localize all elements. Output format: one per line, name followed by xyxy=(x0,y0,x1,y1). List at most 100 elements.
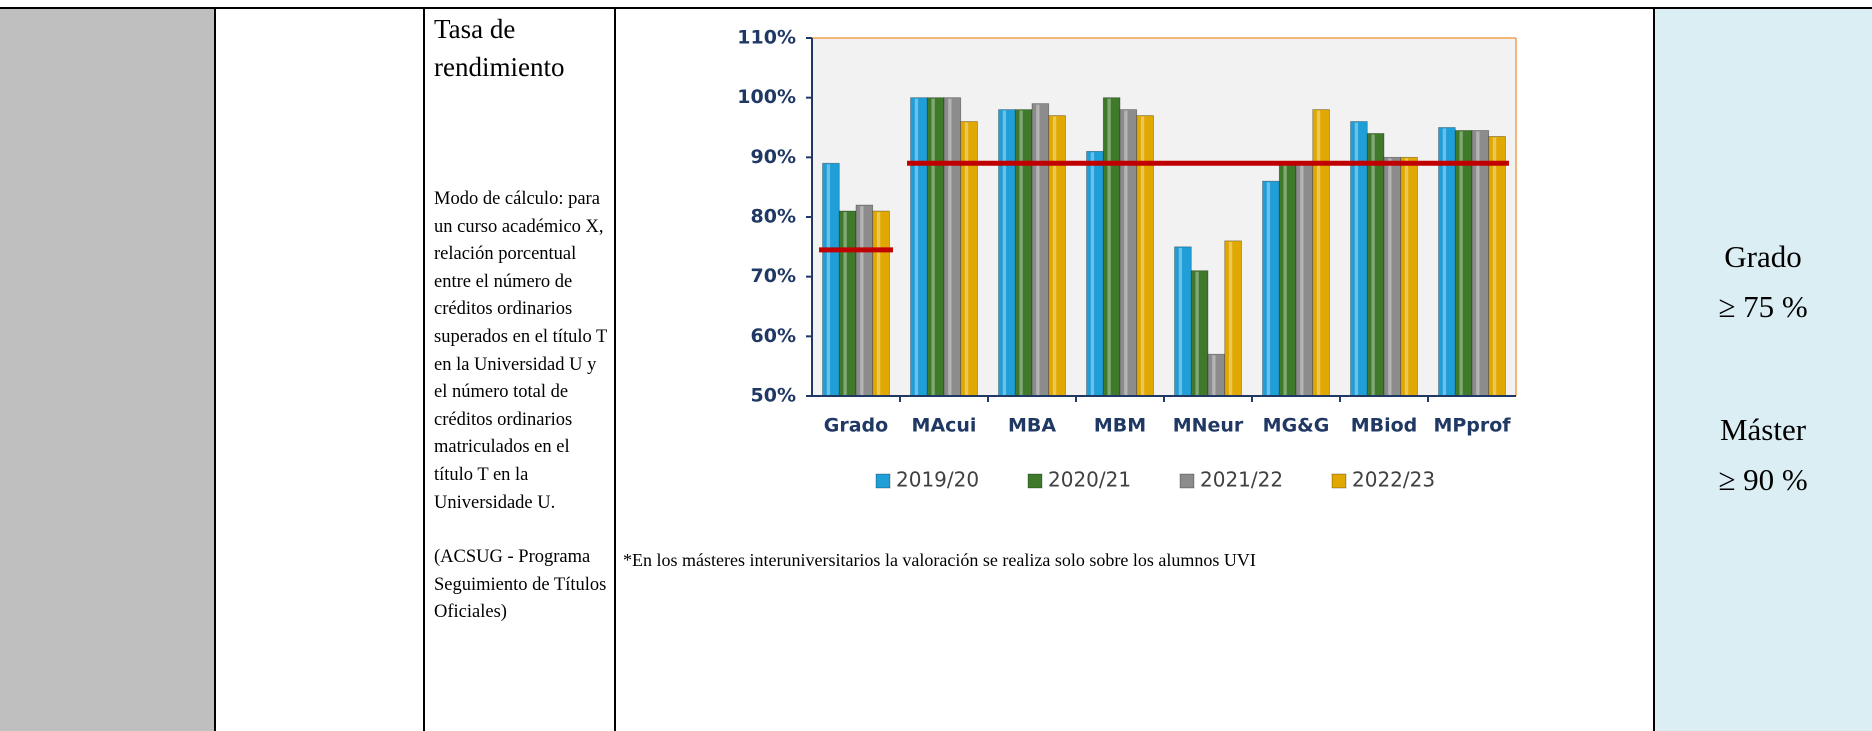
bar xyxy=(1014,109,1033,397)
y-tick-label: 70% xyxy=(751,265,796,287)
bar xyxy=(1174,246,1192,397)
bar xyxy=(1278,162,1297,397)
bar-highlight xyxy=(914,98,919,396)
legend-label: 2022/23 xyxy=(1352,468,1435,492)
indicator-method: Modo de cálculo: para un curso académico… xyxy=(434,189,607,513)
bar-highlight xyxy=(1212,355,1216,395)
x-tick-label: MBiod xyxy=(1351,415,1418,437)
bar-highlight xyxy=(1492,137,1497,395)
bar xyxy=(1190,270,1209,397)
target-label: Grado xyxy=(1724,239,1802,274)
bar-highlight xyxy=(1404,158,1409,395)
bar-highlight xyxy=(1036,104,1040,395)
bar-highlight xyxy=(1371,134,1375,395)
bar xyxy=(1207,353,1226,397)
target-label: Máster xyxy=(1719,412,1807,447)
bar-highlight xyxy=(1228,241,1233,395)
bar-highlight xyxy=(1195,271,1199,395)
y-tick-label: 110% xyxy=(737,27,796,49)
bar xyxy=(1048,115,1066,397)
bar-highlight xyxy=(1107,98,1111,396)
x-tick-label: MPprof xyxy=(1433,415,1511,437)
bar xyxy=(926,97,945,397)
table-border xyxy=(1653,8,1655,731)
legend-marker xyxy=(875,473,891,489)
bar-highlight xyxy=(860,206,864,395)
bar-highlight xyxy=(1476,131,1480,395)
bar-highlight xyxy=(948,98,952,396)
bar xyxy=(1136,115,1154,397)
bar-highlight xyxy=(843,212,847,395)
bar xyxy=(838,210,857,397)
bar-highlight xyxy=(1354,122,1359,396)
target-cell: Grado ≥ 75 % Máster ≥ 90 % xyxy=(1654,232,1872,505)
indicator-cell: Tasa de rendimiento Modo de cálculo: par… xyxy=(434,10,612,627)
bar-highlight xyxy=(1019,110,1023,395)
legend-marker xyxy=(1331,473,1347,489)
bar xyxy=(998,109,1016,397)
table-border xyxy=(214,8,216,731)
bar xyxy=(1366,133,1385,397)
target-value: ≥ 90 % xyxy=(1718,462,1808,497)
y-tick-label: 60% xyxy=(751,325,796,347)
bar xyxy=(1119,109,1138,397)
y-tick-label: 100% xyxy=(737,86,796,108)
bar-highlight xyxy=(1442,128,1447,395)
target-column xyxy=(1654,8,1872,731)
footnote: *En los másteres interuniversitarios la … xyxy=(623,550,1256,570)
indicator-source: (ACSUG - Programa Seguimiento de Títulos… xyxy=(434,547,607,623)
bar xyxy=(910,97,928,397)
bar-highlight xyxy=(1283,164,1287,395)
bar-highlight xyxy=(1002,110,1007,395)
x-tick-label: MNeur xyxy=(1173,415,1244,437)
bar xyxy=(1224,240,1242,397)
legend-label: 2020/21 xyxy=(1048,468,1131,492)
bar xyxy=(1031,103,1050,397)
bar-highlight xyxy=(1090,152,1095,395)
bar-highlight xyxy=(1459,131,1463,395)
bar xyxy=(1488,136,1506,397)
x-tick-label: Grado xyxy=(824,415,888,437)
bar-highlight xyxy=(1316,110,1321,395)
bar-highlight xyxy=(1178,247,1183,395)
table-border xyxy=(614,8,616,731)
bar xyxy=(943,97,962,397)
bar-highlight xyxy=(826,164,831,395)
bar-highlight xyxy=(1300,164,1304,395)
y-tick-label: 90% xyxy=(751,146,796,168)
bar-highlight xyxy=(1388,158,1392,395)
x-tick-label: MAcui xyxy=(912,415,977,437)
bar xyxy=(1102,97,1121,397)
bar-highlight xyxy=(964,122,969,396)
legend-marker xyxy=(1027,473,1043,489)
bar xyxy=(822,162,840,397)
bar xyxy=(1295,162,1314,397)
table-border xyxy=(423,8,425,731)
bar xyxy=(872,210,890,397)
indicator-heading: Tasa de rendimiento xyxy=(434,14,565,82)
x-tick-label: MBA xyxy=(1008,415,1056,437)
y-tick-label: 50% xyxy=(751,385,796,407)
legend-label: 2019/20 xyxy=(896,468,979,492)
bar xyxy=(1086,150,1104,397)
bar xyxy=(1383,156,1402,397)
table-border xyxy=(0,7,1872,9)
gray-column xyxy=(0,8,215,731)
legend-label: 2021/22 xyxy=(1200,468,1283,492)
bar xyxy=(1438,127,1456,397)
legend-marker xyxy=(1179,473,1195,489)
bar-highlight xyxy=(1052,116,1057,396)
bar-highlight xyxy=(1266,182,1271,395)
bar xyxy=(855,204,874,397)
bar xyxy=(1471,130,1490,397)
bar-highlight xyxy=(876,212,881,395)
bar xyxy=(1400,156,1418,397)
bar-highlight xyxy=(1140,116,1145,396)
y-tick-label: 80% xyxy=(751,206,796,228)
x-tick-label: MG&G xyxy=(1263,415,1330,437)
bar xyxy=(1262,180,1280,397)
bar xyxy=(1454,130,1473,397)
target-value: ≥ 75 % xyxy=(1718,289,1808,324)
